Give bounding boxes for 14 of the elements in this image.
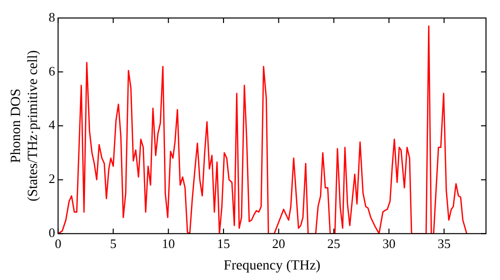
y-tick-label: 0 [48, 225, 56, 240]
y-tick-label: 6 [48, 63, 56, 78]
x-tick-label: 30 [382, 236, 396, 251]
y-tick-label: 2 [48, 171, 56, 186]
x-tick-label: 25 [327, 236, 340, 251]
y-tick-label: 8 [48, 9, 56, 24]
x-tick-label: 5 [110, 236, 116, 251]
x-axis-title: Frequency (THz) [224, 258, 321, 274]
x-tick-label: 35 [438, 236, 451, 251]
x-tick-label: 20 [272, 236, 286, 251]
x-tick-label: 15 [217, 236, 230, 251]
x-tick-label: 10 [162, 236, 175, 251]
y-tick-label: 4 [48, 117, 56, 132]
y-axis-title: Phonon DOS (States/THz·primitive cell) [9, 50, 41, 202]
